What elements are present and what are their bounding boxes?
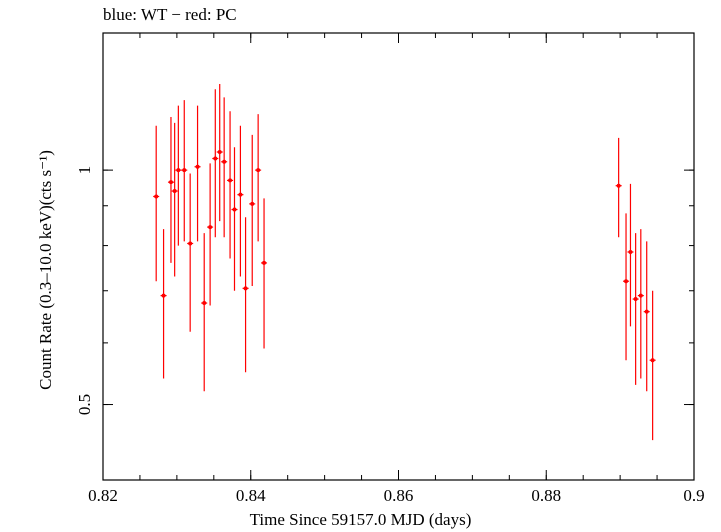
data-point — [256, 168, 261, 173]
data-point — [238, 192, 243, 197]
data-point — [616, 183, 621, 188]
data-point — [154, 194, 159, 199]
x-tick-label: 0.82 — [88, 486, 118, 505]
data-points — [153, 84, 656, 441]
data-point — [262, 260, 267, 265]
axis-ticks: 0.82 0.84 0.86 0.88 0.9 0.5 1 — [75, 33, 705, 505]
data-point — [228, 178, 233, 183]
data-point — [208, 225, 213, 230]
data-point — [202, 301, 207, 306]
data-point — [644, 309, 649, 314]
data-point — [168, 180, 173, 185]
data-point — [172, 189, 177, 194]
data-point — [232, 207, 237, 212]
y-tick-label: 0.5 — [75, 394, 94, 415]
plot-frame — [102, 32, 695, 481]
data-point — [222, 159, 227, 164]
data-point — [176, 168, 181, 173]
data-point — [650, 358, 655, 363]
data-point — [161, 293, 166, 298]
data-point — [213, 156, 218, 161]
data-point — [250, 201, 255, 206]
data-point — [624, 279, 629, 284]
data-point — [217, 150, 222, 155]
chart-title: blue: WT − red: PC — [103, 5, 237, 24]
x-axis-label: Time Since 59157.0 MJD (days) — [249, 510, 472, 529]
x-tick-label: 0.88 — [531, 486, 561, 505]
x-tick-label: 0.9 — [683, 486, 704, 505]
data-point — [188, 241, 193, 246]
y-tick-label: 1 — [75, 166, 94, 175]
data-point — [628, 249, 633, 254]
data-point — [633, 297, 638, 302]
data-point — [638, 293, 643, 298]
data-point — [243, 286, 248, 291]
y-axis-label: Count Rate (0.3–10.0 keV)(cts s⁻¹) — [36, 150, 55, 390]
x-tick-label: 0.86 — [384, 486, 414, 505]
data-point — [182, 168, 187, 173]
data-point — [195, 164, 200, 169]
x-tick-label: 0.84 — [236, 486, 266, 505]
